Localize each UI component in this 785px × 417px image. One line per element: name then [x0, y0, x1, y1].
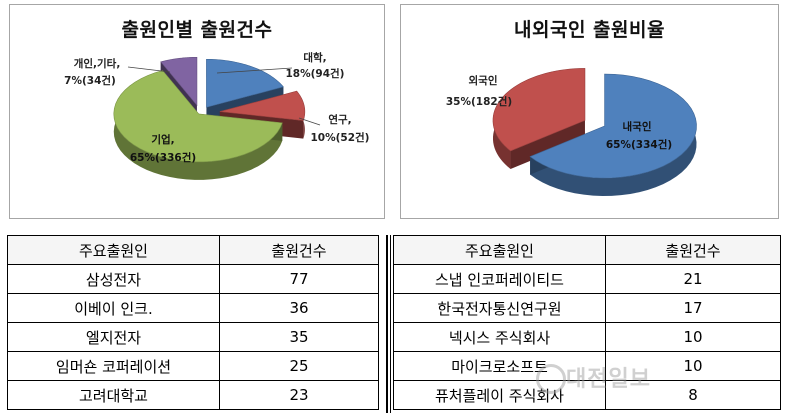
- value-individual: 7%(34건): [64, 74, 116, 87]
- chart-title: 출원인별 출원건수: [121, 19, 273, 41]
- leader-individual: [127, 66, 171, 73]
- top-applicants-table-right: 주요출원인 출원건수 스냅 인코퍼레이티드 21 한국전자통신연구원 17 넥시스 …: [393, 235, 781, 410]
- nationality-pie-panel: 내외국인 출원비율 외국인 35%(182건) 내국인 65%(334건): [400, 4, 779, 219]
- table-header-row: 주요출원인 출원건수: [7, 235, 379, 265]
- applicant-name: 한국전자통신연구원: [393, 293, 606, 323]
- label-individual: 개인,기타,: [74, 57, 121, 70]
- applicant-count: 21: [605, 264, 781, 294]
- chart-title: 내외국인 출원비율: [514, 19, 665, 41]
- table-row: 퓨처플레이 주식회사 8: [393, 380, 781, 410]
- table-row: 스냅 인코퍼레이티드 21: [393, 264, 781, 294]
- applicant-count: 77: [219, 264, 379, 294]
- applicant-name: 넥시스 주식회사: [393, 322, 606, 352]
- watermark: 대전일보: [566, 367, 651, 392]
- label-domestic: 내국인: [623, 120, 652, 133]
- table-row: 고려대학교 23: [7, 380, 379, 410]
- applicant-name: 마이크로소프트: [393, 351, 606, 381]
- pie-slice: [160, 56, 198, 107]
- leader-university: [216, 67, 293, 74]
- pie-slice: [219, 90, 306, 121]
- table-row: 엘지전자 35: [7, 322, 379, 352]
- applicant-name: 이베이 인크.: [7, 293, 220, 323]
- value-domestic: 65%(334건): [606, 138, 672, 151]
- pie-slice-side: [530, 74, 697, 197]
- pie-3d: [492, 68, 697, 197]
- applicant-name: 고려대학교: [7, 380, 220, 410]
- value-foreign: 35%(182건): [446, 95, 512, 108]
- applicant-pie-chart: 대학, 18%(94건) 연구, 10%(52건) 개인,기타, 7%(34건)…: [64, 51, 370, 180]
- pie-labels: 외국인 35%(182건) 내국인 65%(334건): [446, 74, 672, 151]
- top-applicants-table-left: 주요출원인 출원건수 삼성전자 77 이베이 인크. 36 엘지전자 35 임머숀 코…: [7, 235, 379, 410]
- header-count: 출원건수: [219, 235, 379, 265]
- applicant-count: 17: [605, 293, 781, 323]
- label-company: 기업,: [151, 133, 174, 146]
- pie-slice: [492, 68, 586, 152]
- applicant-count: 25: [219, 351, 379, 381]
- pie-slice-wall: [510, 120, 585, 169]
- pie-slice: [529, 73, 697, 179]
- applicant-name: 삼성전자: [7, 264, 220, 294]
- applicant-count: 10: [605, 322, 781, 352]
- header-applicant: 주요출원인: [393, 235, 606, 265]
- applicant-count: 23: [219, 380, 379, 410]
- table-row: 넥시스 주식회사 10: [393, 322, 781, 352]
- header-applicant: 주요출원인: [7, 235, 220, 265]
- label-university: 대학,: [303, 51, 326, 64]
- nationality-pie-chart: 외국인 35%(182건) 내국인 65%(334건): [446, 68, 697, 197]
- pie-slice: [113, 70, 283, 163]
- label-research: 연구,: [328, 113, 351, 126]
- pie-slice: [206, 58, 284, 108]
- applicant-name: 엘지전자: [7, 322, 220, 352]
- value-university: 18%(94건): [285, 67, 344, 80]
- pie-3d: [113, 56, 306, 180]
- table-row: 임머숀 코퍼레이션 25: [7, 351, 379, 381]
- label-foreign: 외국인: [469, 74, 498, 87]
- value-research: 10%(52건): [310, 131, 369, 144]
- leader-research: [298, 117, 321, 126]
- table-separator: [386, 235, 391, 413]
- applicant-count: 36: [219, 293, 379, 323]
- applicant-name: 임머숀 코퍼레이션: [7, 351, 220, 381]
- applicant-count: 8: [605, 380, 781, 410]
- table-row: 한국전자통신연구원 17: [393, 293, 781, 323]
- applicant-pie-panel: 출원인별 출원건수 대학, 18%(94건) 연구, 10%(52건) 개인,기…: [9, 4, 385, 219]
- table-row: 삼성전자 77: [7, 264, 379, 294]
- table-row: 마이크로소프트 10: [393, 351, 781, 381]
- pie-labels: 대학, 18%(94건) 연구, 10%(52건) 개인,기타, 7%(34건)…: [64, 51, 369, 164]
- applicant-name: 퓨처플레이 주식회사: [393, 380, 606, 410]
- applicant-count: 35: [219, 322, 379, 352]
- header-count: 출원건수: [605, 235, 781, 265]
- value-company: 65%(336건): [130, 151, 196, 164]
- applicant-name: 스냅 인코퍼레이티드: [393, 264, 606, 294]
- watermark-logo-icon: [536, 364, 566, 394]
- table-header-row: 주요출원인 출원건수: [393, 235, 781, 265]
- table-row: 이베이 인크. 36: [7, 293, 379, 323]
